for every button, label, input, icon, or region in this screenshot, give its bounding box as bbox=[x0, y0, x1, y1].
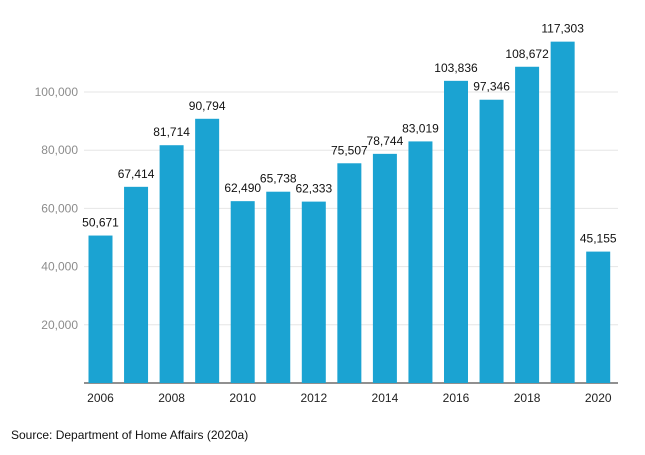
source-note: Source: Department of Home Affairs (2020… bbox=[11, 428, 249, 442]
data-label-2008: 81,714 bbox=[153, 125, 190, 139]
bar-2007 bbox=[124, 186, 149, 383]
data-label-2010: 62,490 bbox=[224, 181, 261, 195]
data-label-2009: 90,794 bbox=[189, 99, 226, 113]
data-label-2006: 50,671 bbox=[82, 216, 119, 230]
x-tick-label: 2006 bbox=[87, 391, 114, 405]
bar-2010 bbox=[230, 201, 255, 383]
y-axis-ticks: 20,000 40,000 60,000 80,000 100,000 bbox=[35, 85, 79, 332]
data-label-2016: 103,836 bbox=[434, 61, 478, 75]
x-tick-label: 2016 bbox=[443, 391, 470, 405]
data-label-2011: 65,738 bbox=[260, 172, 297, 186]
x-tick-label: 2018 bbox=[514, 391, 541, 405]
data-label-2007: 67,414 bbox=[118, 167, 155, 181]
x-tick-label: 2014 bbox=[372, 391, 399, 405]
bars bbox=[88, 41, 611, 384]
x-tick-label: 2010 bbox=[229, 391, 256, 405]
data-labels: 50,671 67,414 81,714 90,794 62,49065,73862,3… bbox=[82, 22, 617, 246]
y-tick-label: 20,000 bbox=[41, 318, 78, 332]
bar-2009 bbox=[195, 118, 220, 383]
x-axis-ticks: 2006 2008 2010 2012 2014 2016 2018 2020 bbox=[87, 391, 612, 405]
data-label-2020: 45,155 bbox=[580, 232, 617, 246]
y-tick-label: 60,000 bbox=[41, 201, 78, 215]
bar-2012 bbox=[301, 201, 326, 383]
data-label-2018: 108,672 bbox=[505, 47, 549, 61]
data-label-2017: 97,346 bbox=[473, 80, 510, 94]
bar-2013 bbox=[337, 163, 362, 383]
data-label-2014: 78,744 bbox=[367, 134, 404, 148]
x-tick-label: 2008 bbox=[158, 391, 185, 405]
bar-2019 bbox=[550, 41, 575, 384]
y-tick-label: 80,000 bbox=[41, 143, 78, 157]
bar-2014 bbox=[372, 153, 397, 383]
bar-2020 bbox=[586, 251, 611, 383]
data-label-2019: 117,303 bbox=[541, 22, 584, 36]
y-tick-label: 100,000 bbox=[35, 85, 79, 99]
bar-2015 bbox=[408, 141, 433, 383]
bar-2011 bbox=[266, 191, 291, 383]
bar-2008 bbox=[159, 145, 184, 383]
bar-2016 bbox=[444, 80, 468, 383]
data-label-2013: 75,507 bbox=[331, 143, 368, 157]
x-tick-label: 2020 bbox=[585, 391, 612, 405]
bar-2006 bbox=[88, 235, 113, 383]
data-label-2012: 62,333 bbox=[295, 182, 332, 196]
x-tick-label: 2012 bbox=[300, 391, 327, 405]
y-tick-label: 40,000 bbox=[41, 260, 78, 274]
bar-2017 bbox=[479, 99, 504, 383]
data-label-2015: 83,019 bbox=[402, 121, 439, 135]
bar-2018 bbox=[515, 66, 540, 384]
